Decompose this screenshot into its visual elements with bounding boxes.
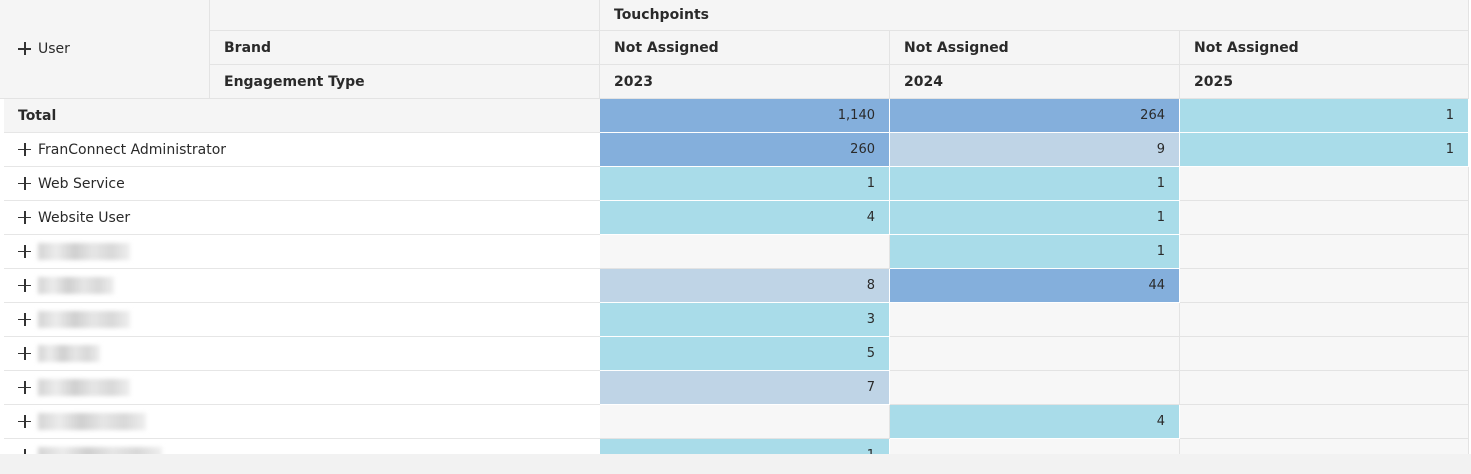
redacted-user-name [38,447,162,454]
value-cell[interactable]: 44 [890,269,1180,303]
user-row-label[interactable] [4,439,600,454]
value-cell [1180,337,1469,371]
table-right-edge [1469,0,1471,454]
value-cell [1180,303,1469,337]
expand-icon[interactable] [18,346,32,361]
redacted-user-name [38,243,130,260]
value-cell[interactable]: 1,140 [600,99,890,133]
row-label-text: Total [18,107,57,124]
column-header-brand[interactable]: Not Assigned [890,31,1180,65]
expand-icon[interactable] [18,312,32,327]
value-cell[interactable]: 4 [600,201,890,235]
value-cell[interactable]: 3 [600,303,890,337]
user-row-label[interactable]: FranConnect Administrator [4,133,600,167]
value-cell [1180,269,1469,303]
expand-icon[interactable] [18,176,32,191]
column-header-brand[interactable]: Not Assigned [1180,31,1469,65]
value-cell [600,235,890,269]
value-cell[interactable]: 9 [890,133,1180,167]
user-row-label[interactable] [4,235,600,269]
value-cell[interactable]: 1 [890,167,1180,201]
value-cell[interactable]: 7 [600,371,890,405]
expand-icon[interactable] [18,210,32,225]
user-row-label[interactable] [4,269,600,303]
value-cell[interactable]: 5 [600,337,890,371]
value-cell[interactable]: 1 [1180,133,1469,167]
value-cell[interactable]: 4 [890,405,1180,439]
column-header-brand[interactable]: Not Assigned [600,31,890,65]
value-cell [600,405,890,439]
expand-icon[interactable] [18,42,32,56]
redacted-user-name [38,345,100,362]
expand-icon[interactable] [18,380,32,395]
expand-icon[interactable] [18,448,32,454]
row-label-text: Web Service [38,175,125,192]
user-row-label[interactable]: Website User [4,201,600,235]
engagement-type-field-label: Engagement Type [210,65,600,99]
value-cell[interactable]: 1 [890,201,1180,235]
column-header-year[interactable]: 2024 [890,65,1180,99]
row-dimension-header[interactable]: User [0,0,210,99]
user-row-label[interactable] [4,337,600,371]
brand-field-label: Brand [210,31,600,65]
value-cell [1180,439,1469,454]
value-cell [1180,405,1469,439]
redacted-user-name [38,311,130,328]
column-dimension-header[interactable]: Touchpoints [600,0,1469,31]
column-header-year[interactable]: 2025 [1180,65,1469,99]
value-cell[interactable]: 8 [600,269,890,303]
redacted-user-name [38,379,130,396]
expand-icon[interactable] [18,142,32,157]
value-cell [890,439,1180,454]
total-row-label: Total [4,99,600,133]
value-cell[interactable]: 264 [890,99,1180,133]
expand-icon[interactable] [18,244,32,259]
row-dimension-label: User [38,41,70,57]
value-cell [890,303,1180,337]
header-spacer [210,0,600,31]
value-cell [1180,371,1469,405]
expand-icon[interactable] [18,414,32,429]
user-row-label[interactable]: Web Service [4,167,600,201]
row-label-text: FranConnect Administrator [38,141,227,158]
user-row-label[interactable] [4,371,600,405]
redacted-user-name [38,413,146,430]
value-cell[interactable]: 260 [600,133,890,167]
value-cell[interactable]: 1 [890,235,1180,269]
value-cell [890,337,1180,371]
value-cell [1180,201,1469,235]
row-label-text: Website User [38,209,131,226]
user-row-label[interactable] [4,405,600,439]
value-cell [890,371,1180,405]
redacted-user-name [38,277,114,294]
user-row-label[interactable] [4,303,600,337]
value-cell [1180,167,1469,201]
column-header-year[interactable]: 2023 [600,65,890,99]
value-cell [1180,235,1469,269]
pivot-table: User Brand Engagement Type Touchpoints N… [0,0,1471,454]
value-cell[interactable]: 1 [600,167,890,201]
value-cell[interactable]: 1 [1180,99,1469,133]
value-cell[interactable]: 1 [600,439,890,454]
expand-icon[interactable] [18,278,32,293]
